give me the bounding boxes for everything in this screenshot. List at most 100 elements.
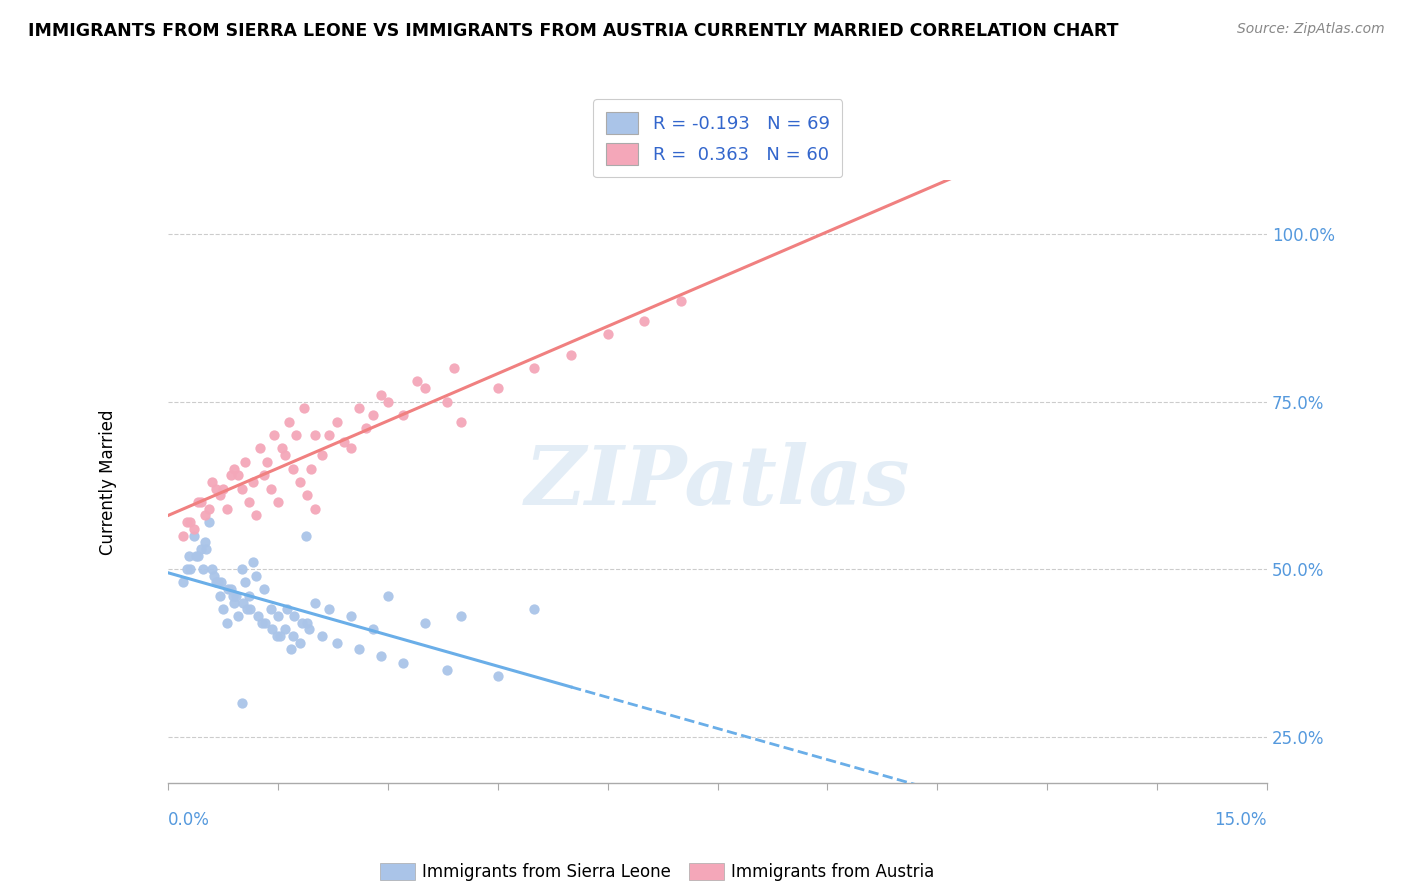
Point [184, 549, 207, 563]
Point [252, 468, 274, 483]
Point [231, 696, 253, 710]
Point [274, 448, 297, 462]
Point [318, 428, 340, 442]
Point [295, 528, 318, 542]
Point [183, 522, 205, 536]
Point [232, 596, 254, 610]
Point [256, 455, 278, 469]
Point [391, 656, 413, 670]
Point [187, 495, 209, 509]
Point [190, 541, 212, 556]
Point [363, 408, 385, 422]
Point [233, 575, 256, 590]
Point [201, 562, 224, 576]
Point [238, 589, 260, 603]
Point [245, 508, 267, 523]
Point [269, 629, 291, 643]
Point [224, 461, 246, 475]
Point [288, 636, 311, 650]
Text: IMMIGRANTS FROM SIERRA LEONE VS IMMIGRANTS FROM AUSTRIA CURRENTLY MARRIED CORREL: IMMIGRANTS FROM SIERRA LEONE VS IMMIGRAN… [28, 22, 1119, 40]
Point [285, 428, 308, 442]
Point [187, 549, 209, 563]
Point [363, 623, 385, 637]
Point [377, 589, 399, 603]
Point [304, 501, 326, 516]
Point [523, 361, 546, 376]
Point [274, 623, 297, 637]
Point [233, 455, 256, 469]
Point [219, 582, 242, 596]
Point [326, 636, 349, 650]
Point [172, 575, 194, 590]
Point [377, 394, 399, 409]
Point [311, 448, 333, 462]
Point [291, 615, 314, 630]
Point [436, 663, 458, 677]
Point [326, 415, 349, 429]
Point [177, 549, 200, 563]
Point [260, 482, 283, 496]
Point [486, 381, 509, 395]
Point [450, 415, 472, 429]
Point [231, 482, 253, 496]
Point [250, 615, 273, 630]
Point [226, 609, 249, 624]
Point [231, 562, 253, 576]
Point [413, 381, 436, 395]
Point [236, 602, 259, 616]
Point [212, 482, 235, 496]
Point [299, 461, 322, 475]
Point [246, 609, 269, 624]
Point [205, 482, 228, 496]
Point [596, 327, 619, 342]
Text: Immigrants from Sierra Leone: Immigrants from Sierra Leone [422, 863, 671, 881]
Point [262, 623, 284, 637]
Point [263, 428, 285, 442]
Point [669, 293, 692, 308]
Point [245, 568, 267, 582]
Point [197, 515, 219, 529]
Point [267, 609, 290, 624]
Point [194, 508, 217, 523]
Point [340, 609, 363, 624]
Point [436, 394, 458, 409]
Text: Currently Married: Currently Married [98, 409, 117, 555]
Point [443, 361, 465, 376]
Point [347, 642, 370, 657]
Point [252, 582, 274, 596]
Point [406, 375, 429, 389]
Point [208, 488, 231, 502]
Legend: R = -0.193   N = 69, R =  0.363   N = 60: R = -0.193 N = 69, R = 0.363 N = 60 [593, 99, 842, 178]
Point [280, 642, 302, 657]
Point [176, 562, 198, 576]
Point [207, 575, 229, 590]
Point [266, 629, 288, 643]
Point [201, 475, 224, 489]
Point [179, 515, 201, 529]
Point [197, 501, 219, 516]
Point [354, 421, 377, 435]
Text: Immigrants from Austria: Immigrants from Austria [731, 863, 935, 881]
Text: Source: ZipAtlas.com: Source: ZipAtlas.com [1237, 22, 1385, 37]
Point [292, 401, 315, 416]
Point [283, 609, 305, 624]
Point [249, 442, 271, 456]
Point [205, 575, 228, 590]
Point [288, 475, 311, 489]
Point [297, 488, 319, 502]
Point [238, 495, 260, 509]
Point [370, 649, 392, 664]
Point [340, 442, 363, 456]
Point [209, 575, 232, 590]
Point [194, 535, 217, 549]
Point [413, 615, 436, 630]
Point [222, 589, 245, 603]
Point [215, 615, 238, 630]
Point [225, 589, 247, 603]
Point [224, 596, 246, 610]
Point [260, 602, 283, 616]
Point [176, 515, 198, 529]
Point [212, 602, 235, 616]
Point [208, 589, 231, 603]
Point [195, 541, 218, 556]
